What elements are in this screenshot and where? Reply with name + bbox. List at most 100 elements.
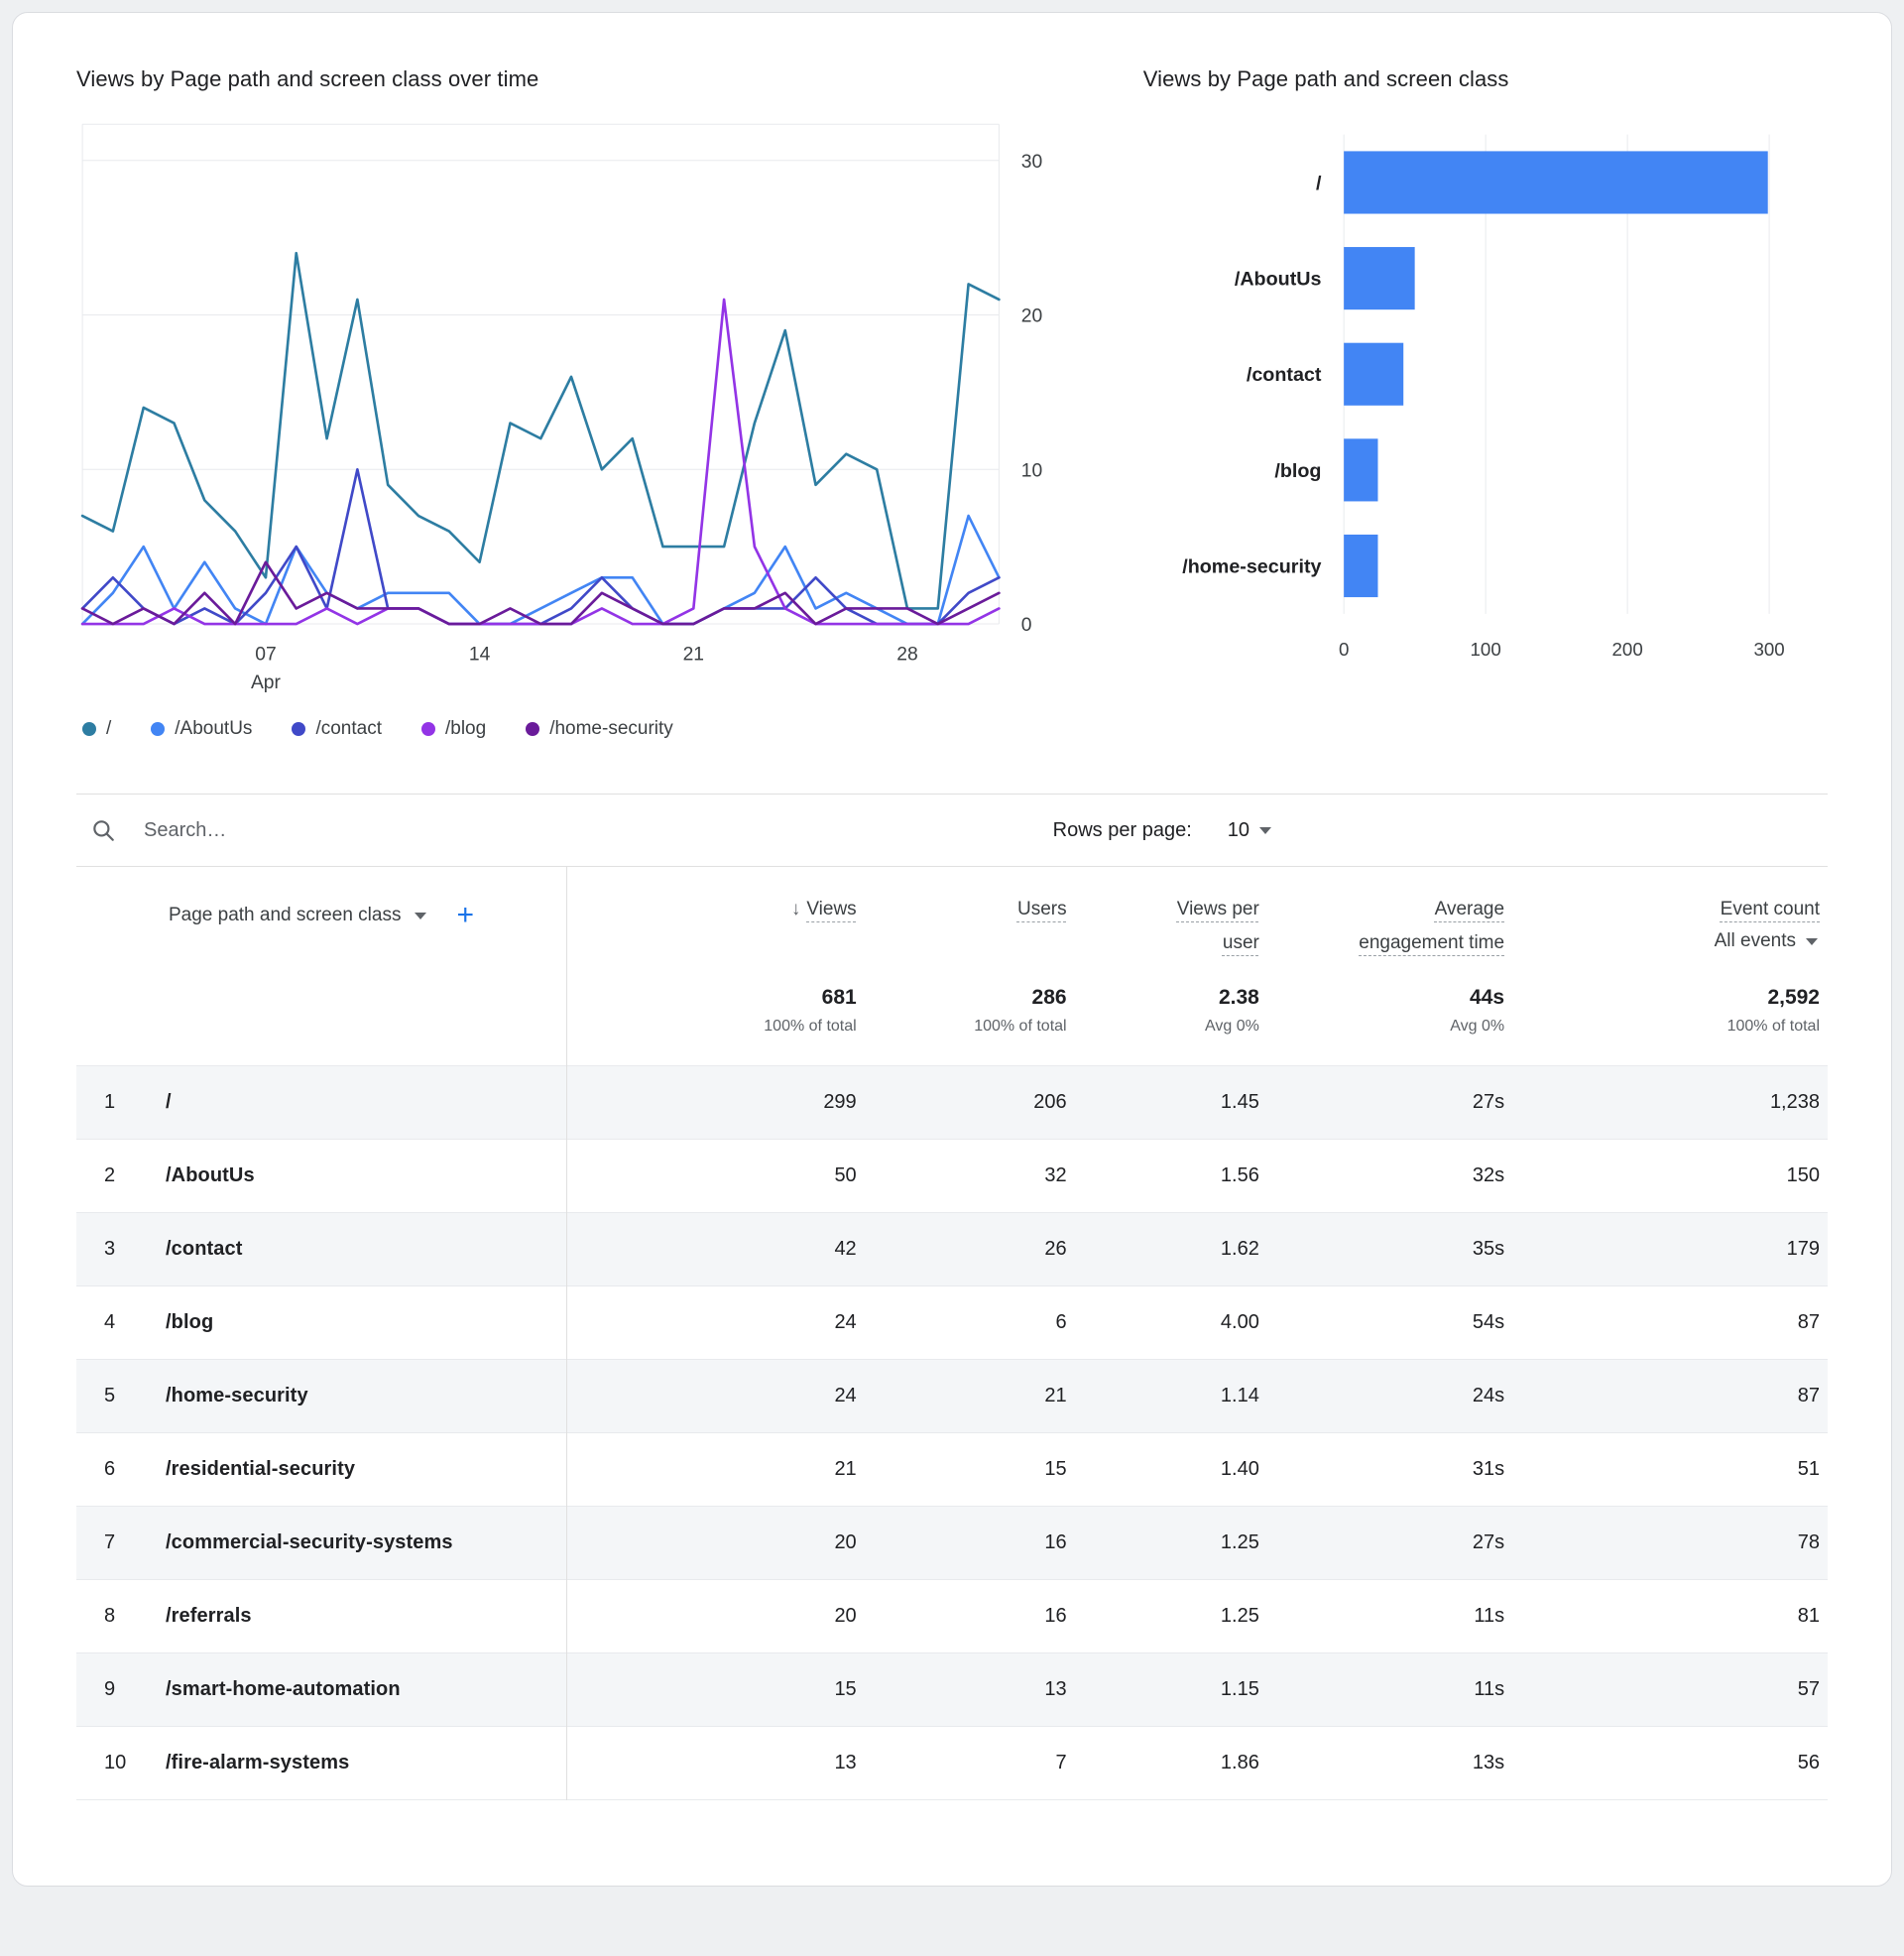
table-toolbar: Rows per page: 10 (76, 794, 1828, 868)
page-path-cell: 4/blog (76, 1285, 567, 1360)
table-row: 8/referrals 20 16 1.25 11s 81 (76, 1579, 1828, 1653)
page-path-cell: 6/residential-security (76, 1432, 567, 1507)
event-count-cell: 51 (1797, 1458, 1820, 1481)
chevron-down-icon[interactable] (1259, 826, 1271, 834)
table-row: 5/home-security 24 21 1.14 24s 87 (76, 1359, 1828, 1433)
bar-/home-security (1343, 534, 1378, 598)
bar-category-label: /contact (1247, 364, 1322, 386)
legend-label: /home-security (549, 718, 673, 740)
avg-engagement-time-cell: 13s (1472, 1752, 1505, 1774)
add-dimension-button[interactable]: + (456, 899, 474, 932)
legend-dot-icon (82, 722, 96, 737)
event-count-cell: 87 (1797, 1311, 1820, 1334)
legend-item: /contact (292, 718, 382, 740)
row-index: 4 (104, 1311, 116, 1334)
views-cell: 299 (823, 1091, 857, 1114)
rows-per-page-control[interactable]: Rows per page: 10 (1053, 819, 1271, 842)
users-cell: 32 (1044, 1164, 1067, 1187)
bar-/blog (1343, 438, 1378, 502)
row-index: 6 (104, 1458, 116, 1481)
users-cell: 26 (1044, 1238, 1067, 1261)
svg-text:0: 0 (1339, 639, 1349, 660)
dimension-label: Page path and screen class (168, 905, 402, 926)
line-chart-block: Views by Page path and screen class over… (76, 66, 1084, 740)
views-per-user-column-header[interactable]: Views per user (1176, 899, 1259, 954)
legend-item: /AboutUs (151, 718, 252, 740)
charts-row: Views by Page path and screen class over… (76, 66, 1828, 740)
chevron-down-icon[interactable] (415, 912, 427, 919)
report-table-section: Rows per page: 10 Page path and screen c… (76, 794, 1828, 1801)
avg-engagement-time-cell: 24s (1472, 1385, 1505, 1407)
users-cell: 15 (1044, 1458, 1067, 1481)
totals-users: 286 100% of total (974, 986, 1067, 1036)
users-cell: 6 (1055, 1311, 1067, 1334)
event-count-column-header[interactable]: Event count All events (1512, 867, 1828, 960)
sort-descending-icon: ↓ (790, 899, 801, 920)
bar-/AboutUs (1343, 247, 1415, 310)
legend-item: /home-security (526, 718, 673, 740)
views-cell: 24 (834, 1311, 857, 1334)
row-index: 8 (104, 1605, 116, 1628)
totals-views: 681 100% of total (764, 986, 857, 1036)
views-per-user-cell: 1.40 (1220, 1458, 1259, 1481)
line-chart-title: Views by Page path and screen class over… (76, 66, 539, 91)
legend-label: /blog (444, 718, 487, 740)
users-cell: 7 (1055, 1752, 1067, 1774)
views-cell: 20 (834, 1605, 857, 1628)
table-row: 2/AboutUs 50 32 1.56 32s 150 (76, 1139, 1828, 1213)
page-path-value: /home-security (166, 1385, 308, 1407)
svg-text:10: 10 (1021, 460, 1042, 481)
page-path-value: /fire-alarm-systems (166, 1752, 350, 1774)
event-count-cell: 179 (1786, 1238, 1820, 1261)
views-cell: 50 (834, 1164, 857, 1187)
views-cell: 24 (834, 1385, 857, 1407)
users-cell: 206 (1033, 1091, 1067, 1114)
views-column-header[interactable]: ↓ Views (566, 867, 864, 960)
views-cell: 13 (834, 1752, 857, 1774)
views-per-user-cell: 1.86 (1220, 1752, 1259, 1774)
dimension-column-header[interactable]: Page path and screen class + (76, 867, 567, 961)
totals-event-count: 2,592 100% of total (1726, 986, 1820, 1036)
avg-engagement-time-cell: 31s (1472, 1458, 1505, 1481)
rows-per-page-value[interactable]: 10 (1227, 818, 1250, 841)
page-path-value: /contact (166, 1238, 243, 1261)
event-count-cell: 1,238 (1769, 1091, 1820, 1114)
event-count-cell: 78 (1797, 1531, 1820, 1554)
svg-text:0: 0 (1021, 615, 1032, 636)
avg-engagement-time-cell: 32s (1472, 1164, 1505, 1187)
bar-/ (1343, 151, 1768, 214)
users-cell: 16 (1044, 1605, 1067, 1628)
views-cell: 21 (834, 1458, 857, 1481)
chart-legend: / /AboutUs/contact/blog/home-security (82, 718, 1084, 740)
event-filter-dropdown[interactable]: All events (1512, 928, 1820, 955)
svg-text:21: 21 (683, 645, 704, 666)
table-body: 1/299 206 1.45 27s 1,238 2/AboutUs 50 32 1.56 32s… (76, 1065, 1828, 1800)
views-per-user-cell: 1.56 (1220, 1164, 1259, 1187)
table-totals-row: 681 100% of total 286 100% of total 2.38… (76, 960, 1828, 1066)
bar-category-label: /AboutUs (1235, 269, 1322, 291)
table-row: 4/blog 24 6 4.00 54s 87 (76, 1285, 1828, 1360)
avg-engagement-time-column-header[interactable]: Average engagement time (1359, 899, 1505, 954)
users-column-header[interactable]: Users (1016, 899, 1067, 920)
page-path-value: / (166, 1091, 172, 1114)
views-per-user-cell: 1.62 (1220, 1238, 1259, 1261)
svg-text:200: 200 (1611, 639, 1642, 660)
users-cell: 13 (1044, 1678, 1067, 1701)
page-path-value: /smart-home-automation (166, 1678, 401, 1701)
event-count-cell: 56 (1797, 1752, 1820, 1774)
page-path-value: /AboutUs (166, 1164, 255, 1187)
table-row: 3/contact 42 26 1.62 35s 179 (76, 1212, 1828, 1286)
bar-category-label: /blog (1274, 460, 1321, 482)
page-path-cell: 3/contact (76, 1212, 567, 1286)
views-per-user-cell: 1.45 (1220, 1091, 1259, 1114)
avg-engagement-time-cell: 27s (1472, 1531, 1505, 1554)
avg-engagement-time-cell: 27s (1472, 1091, 1505, 1114)
page-path-cell: 9/smart-home-automation (76, 1652, 567, 1727)
search-input[interactable] (142, 817, 523, 843)
page-path-cell: 2/AboutUs (76, 1139, 567, 1213)
avg-engagement-time-cell: 35s (1472, 1238, 1505, 1261)
totals-empty-cell (76, 960, 567, 1066)
legend-dot-icon (526, 722, 540, 737)
row-index: 9 (104, 1678, 116, 1701)
table-row: 9/smart-home-automation 15 13 1.15 11s 57 (76, 1652, 1828, 1727)
